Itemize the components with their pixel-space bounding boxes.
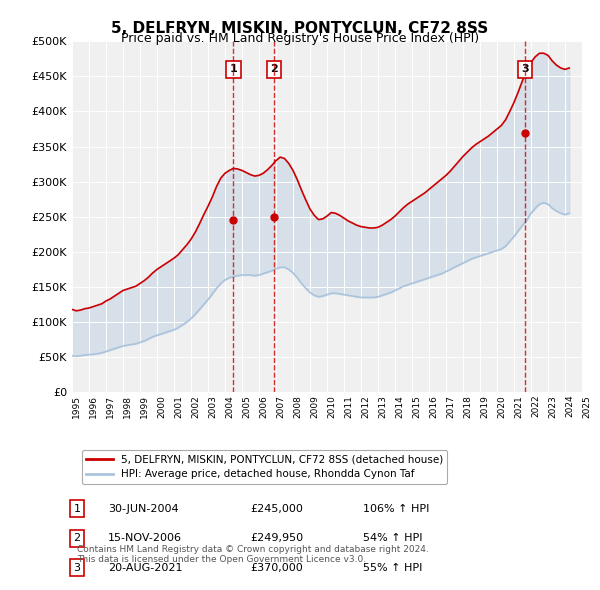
Text: 2016: 2016 bbox=[429, 395, 438, 418]
Text: 2013: 2013 bbox=[378, 395, 387, 418]
Text: 2009: 2009 bbox=[310, 395, 319, 418]
Text: 2014: 2014 bbox=[395, 395, 404, 418]
Text: Price paid vs. HM Land Registry's House Price Index (HPI): Price paid vs. HM Land Registry's House … bbox=[121, 32, 479, 45]
Text: 2017: 2017 bbox=[446, 395, 455, 418]
Text: 15-NOV-2006: 15-NOV-2006 bbox=[108, 533, 182, 543]
Text: £245,000: £245,000 bbox=[251, 504, 304, 514]
Text: 1: 1 bbox=[74, 504, 80, 514]
Text: 2007: 2007 bbox=[276, 395, 285, 418]
Text: £370,000: £370,000 bbox=[251, 563, 303, 573]
Text: 1995: 1995 bbox=[72, 395, 81, 418]
Text: 2012: 2012 bbox=[361, 395, 370, 418]
Text: 2000: 2000 bbox=[157, 395, 166, 418]
Text: 2010: 2010 bbox=[327, 395, 336, 418]
Text: 1996: 1996 bbox=[89, 395, 98, 418]
Text: 3: 3 bbox=[74, 563, 80, 573]
Text: 2005: 2005 bbox=[242, 395, 251, 418]
Text: 1: 1 bbox=[230, 64, 238, 74]
Text: £249,950: £249,950 bbox=[251, 533, 304, 543]
Text: 2020: 2020 bbox=[497, 395, 506, 418]
Text: 1997: 1997 bbox=[106, 395, 115, 418]
Text: 2021: 2021 bbox=[514, 395, 523, 418]
Text: 2003: 2003 bbox=[208, 395, 217, 418]
Legend: 5, DELFRYN, MISKIN, PONTYCLUN, CF72 8SS (detached house), HPI: Average price, de: 5, DELFRYN, MISKIN, PONTYCLUN, CF72 8SS … bbox=[82, 450, 447, 484]
Text: 2006: 2006 bbox=[259, 395, 268, 418]
Text: 2001: 2001 bbox=[174, 395, 183, 418]
Text: 106% ↑ HPI: 106% ↑ HPI bbox=[362, 504, 429, 514]
Text: 20-AUG-2021: 20-AUG-2021 bbox=[108, 563, 182, 573]
Text: 30-JUN-2004: 30-JUN-2004 bbox=[108, 504, 178, 514]
Text: 2022: 2022 bbox=[531, 395, 540, 418]
Text: 2008: 2008 bbox=[293, 395, 302, 418]
Text: 2019: 2019 bbox=[480, 395, 489, 418]
Text: 2: 2 bbox=[74, 533, 80, 543]
Text: 2: 2 bbox=[270, 64, 278, 74]
Text: 2025: 2025 bbox=[582, 395, 591, 418]
Text: 54% ↑ HPI: 54% ↑ HPI bbox=[362, 533, 422, 543]
Text: 1999: 1999 bbox=[140, 395, 149, 418]
Text: Contains HM Land Registry data © Crown copyright and database right 2024.
This d: Contains HM Land Registry data © Crown c… bbox=[77, 545, 429, 564]
Text: 2024: 2024 bbox=[565, 395, 574, 418]
Text: 5, DELFRYN, MISKIN, PONTYCLUN, CF72 8SS: 5, DELFRYN, MISKIN, PONTYCLUN, CF72 8SS bbox=[112, 21, 488, 35]
Text: 2011: 2011 bbox=[344, 395, 353, 418]
Text: 2004: 2004 bbox=[225, 395, 234, 418]
Text: 2015: 2015 bbox=[412, 395, 421, 418]
Text: 55% ↑ HPI: 55% ↑ HPI bbox=[362, 563, 422, 573]
Text: 2018: 2018 bbox=[463, 395, 472, 418]
Text: 2023: 2023 bbox=[548, 395, 557, 418]
Text: 1998: 1998 bbox=[123, 395, 132, 418]
Text: 2002: 2002 bbox=[191, 395, 200, 418]
Text: 3: 3 bbox=[521, 64, 529, 74]
